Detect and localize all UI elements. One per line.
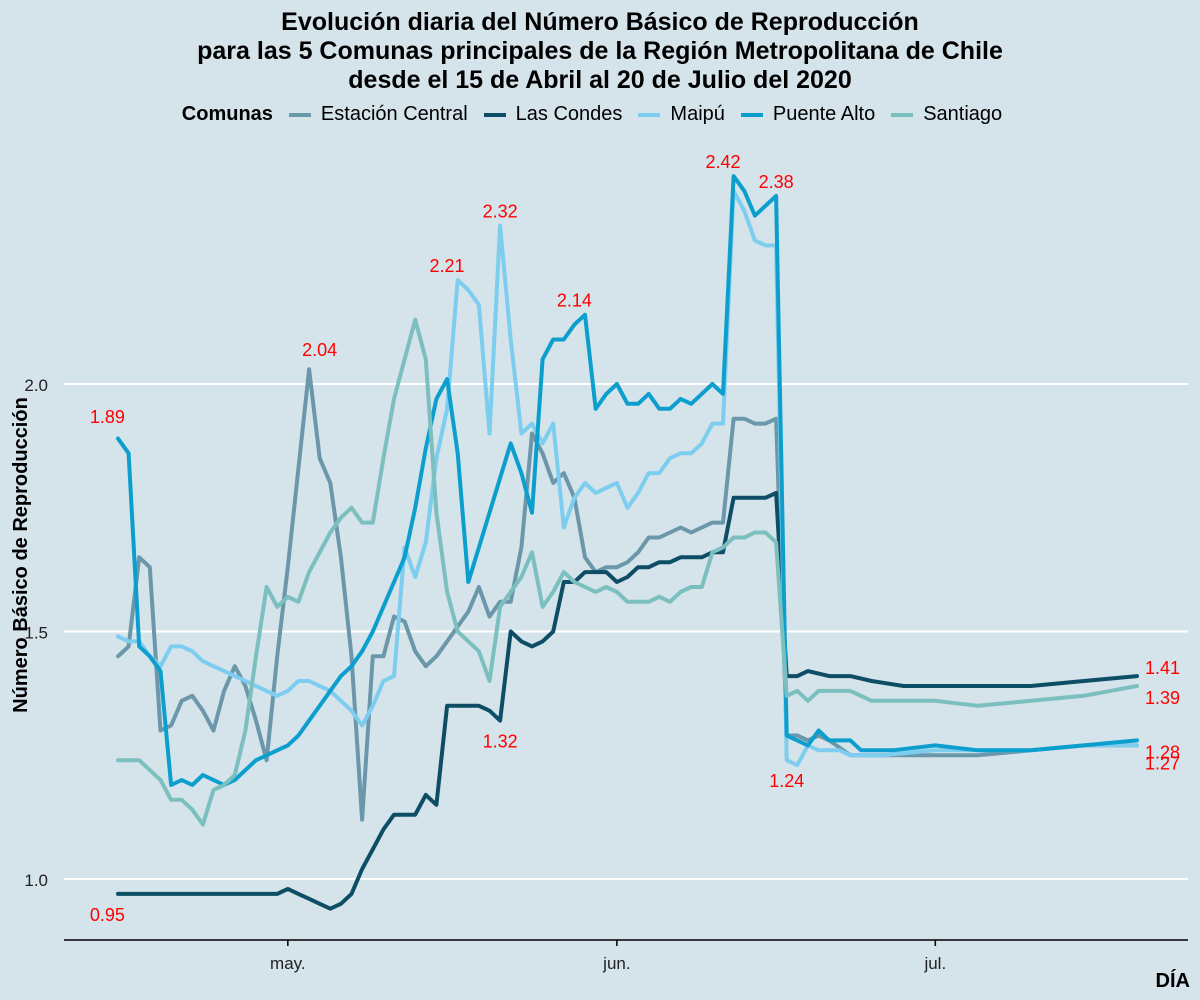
data-label: 2.21 [430,256,465,276]
series-line-maip- [116,188,1139,768]
data-label: 2.32 [483,202,518,222]
y-tick-label: 1.0 [24,871,48,890]
data-label: 1.89 [90,407,125,427]
legend-label: Estación Central [320,103,468,125]
data-label: 1.24 [769,771,804,791]
data-label: 0.95 [90,905,125,925]
data-label: 2.38 [759,172,794,192]
data-label: 1.27 [1145,753,1180,773]
data-label: 1.28 [1145,742,1180,762]
data-label: 1.39 [1145,688,1180,708]
legend-swatch [288,112,311,117]
legend-swatch [483,112,506,117]
data-label: 2.42 [706,152,741,172]
series-line-las-condes [116,490,1139,911]
legend-swatch [638,112,661,117]
legend-title: Comunas [181,103,273,125]
data-label: 1.32 [483,732,518,752]
legend-swatch [891,112,914,117]
legend-item-estacion-central: Estación Central [288,103,468,126]
x-tick-label: jun. [602,954,630,973]
chart-title-line-3: desde el 15 de Abril al 20 de Julio del … [348,66,852,94]
data-label: 2.04 [302,340,337,360]
legend-item-las-condes: Las Condes [483,103,623,126]
x-axis-title: DÍA [1156,969,1190,992]
chart-title-line-1: Evolución diaria del Número Básico de Re… [281,8,919,36]
legend-swatch [740,112,763,117]
series-line-puente-alto [116,174,1139,787]
legend-item-puente-alto: Puente Alto [740,103,876,126]
legend-label: Las Condes [515,103,623,125]
legend-item-santiago: Santiago [891,103,1002,126]
x-tick-label: jul. [923,954,946,973]
legend-item-maipu: Maipú [638,103,725,126]
x-tick-label: may. [270,954,306,973]
series-line-santiago [116,317,1139,827]
data-label: 1.41 [1145,658,1180,678]
chart-legend: Comunas Estación Central Las Condes Maip… [0,103,1200,126]
data-label: 2.14 [557,291,592,311]
legend-label: Puente Alto [772,103,876,125]
legend-label: Santiago [923,103,1003,125]
y-axis-title: Número Básico de Reproducción [10,397,32,713]
y-tick-label: 1.5 [24,624,48,643]
y-tick-label: 2.0 [24,376,48,395]
series-line-estaci-n-central [116,367,1139,822]
legend-label: Maipú [670,103,725,125]
chart-title-line-2: para las 5 Comunas principales de la Reg… [197,37,1003,65]
chart-title: Evolución diaria del Número Básico de Re… [0,8,1200,95]
